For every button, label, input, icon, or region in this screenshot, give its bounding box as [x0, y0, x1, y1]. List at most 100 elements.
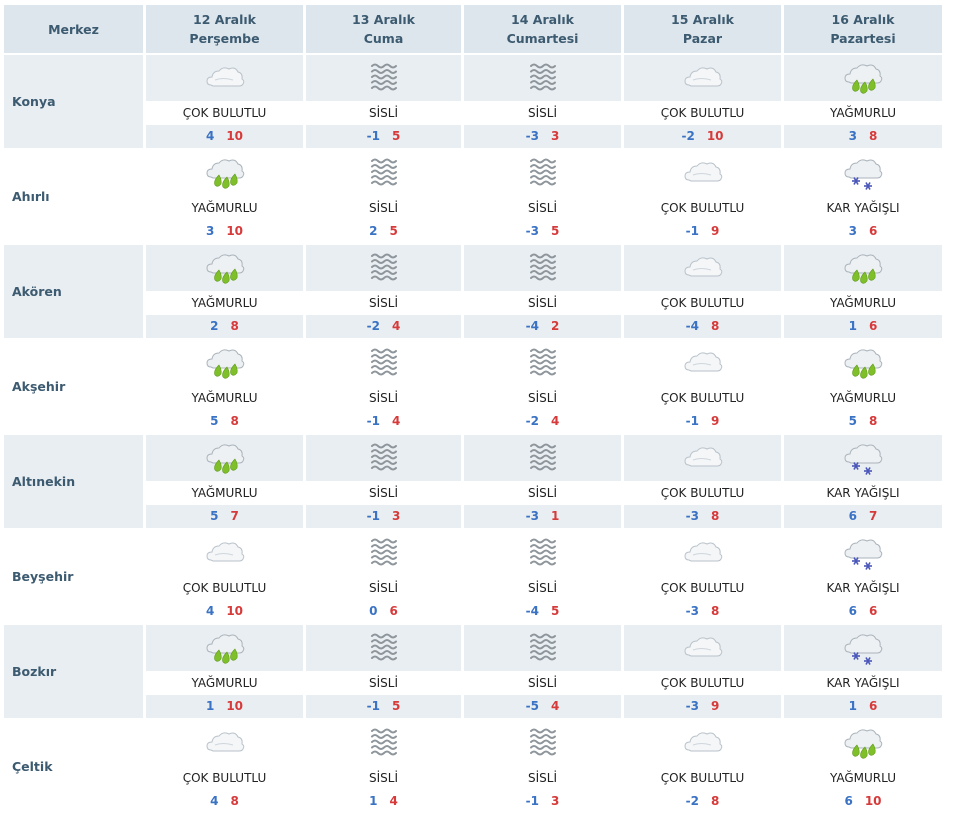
- max-temp: 10: [864, 794, 882, 808]
- min-temp: 4: [205, 604, 215, 618]
- weather-icon-cell: [784, 530, 942, 576]
- condition-label: SİSLİ: [528, 581, 557, 595]
- min-temp: 3: [848, 224, 857, 238]
- min-temp: -3: [525, 224, 539, 238]
- weather-icon-cell: [464, 625, 621, 671]
- weather-icon-cell: [464, 150, 621, 196]
- cloudy-icon: [681, 441, 725, 475]
- weather-icon-cell: [146, 720, 303, 766]
- fog-icon: [523, 629, 563, 667]
- condition-label: YAĞMURLU: [191, 486, 258, 500]
- condition-label: ÇOK BULUTLU: [660, 771, 745, 785]
- min-temp: 2: [369, 224, 378, 238]
- weather-icon-cell: [624, 435, 781, 481]
- min-temp: 4: [210, 794, 219, 808]
- max-temp: 4: [389, 794, 398, 808]
- max-temp: 10: [706, 129, 724, 143]
- condition-label: YAĞMURLU: [191, 676, 258, 690]
- city-name: Beyşehir: [4, 530, 143, 623]
- max-temp: 3: [391, 509, 401, 523]
- weather-icon-cell: [464, 435, 621, 481]
- temperature-range: -1 5: [306, 125, 461, 148]
- temperature-range: -1 3: [464, 790, 621, 813]
- cloudy-icon: [681, 631, 725, 665]
- condition-label: SİSLİ: [369, 676, 398, 690]
- rain-icon: [841, 248, 885, 288]
- weather-icon-cell: [306, 720, 461, 766]
- condition-label: SİSLİ: [369, 391, 398, 405]
- min-temp: 3: [848, 129, 857, 143]
- weather-icon-cell: [784, 55, 942, 101]
- min-temp: -1: [366, 509, 380, 523]
- condition-label: YAĞMURLU: [191, 296, 258, 310]
- fog-icon: [523, 439, 563, 477]
- temperature-range: -1 9: [624, 410, 781, 433]
- weather-icon-cell: [624, 530, 781, 576]
- temperature-range: -3 3: [464, 125, 621, 148]
- city-name: Akören: [4, 245, 143, 338]
- max-temp: 3: [550, 794, 560, 808]
- min-temp: -2: [525, 414, 539, 428]
- min-temp: -3: [525, 509, 539, 523]
- temperature-range: 6 10: [784, 790, 942, 813]
- condition-label: YAĞMURLU: [829, 296, 897, 310]
- max-temp: 9: [710, 414, 720, 428]
- temperature-range: -4 8: [624, 315, 781, 338]
- weather-icon-cell: [464, 720, 621, 766]
- weather-icon-cell: [464, 55, 621, 101]
- max-temp: 6: [389, 604, 398, 618]
- condition-label: ÇOK BULUTLU: [660, 676, 745, 690]
- cloudy-icon: [681, 346, 725, 380]
- weather-icon-cell: [146, 340, 303, 386]
- min-temp: -3: [685, 509, 699, 523]
- fog-icon: [364, 629, 404, 667]
- weather-icon-cell: [784, 245, 942, 291]
- temperature-range: -2 8: [624, 790, 781, 813]
- cloudy-icon: [681, 156, 725, 190]
- min-temp: -3: [685, 604, 699, 618]
- min-temp: -5: [525, 699, 539, 713]
- weather-icon-cell: [464, 245, 621, 291]
- min-temp: 3: [205, 224, 215, 238]
- day-weekday: Cumartesi: [506, 31, 579, 46]
- weather-icon-cell: [306, 245, 461, 291]
- max-temp: 4: [391, 319, 401, 333]
- region-header: Merkez: [4, 5, 143, 53]
- day-date: 16 Aralık: [831, 12, 895, 27]
- cloudy-icon: [681, 726, 725, 760]
- max-temp: 8: [710, 604, 720, 618]
- max-temp: 7: [869, 509, 878, 523]
- max-temp: 8: [230, 319, 239, 333]
- min-temp: -2: [366, 319, 380, 333]
- max-temp: 8: [710, 794, 720, 808]
- weather-icon-cell: [624, 55, 781, 101]
- condition-label: SİSLİ: [528, 201, 557, 215]
- min-temp: -2: [685, 794, 699, 808]
- max-temp: 6: [869, 224, 878, 238]
- temperature-range: -4 5: [464, 600, 621, 623]
- min-temp: 0: [369, 604, 378, 618]
- min-temp: -1: [525, 794, 539, 808]
- weather-icon-cell: [306, 55, 461, 101]
- rain-icon: [841, 723, 885, 763]
- rain-icon: [203, 248, 247, 288]
- max-temp: 10: [226, 224, 244, 238]
- temperature-range: 1 10: [146, 695, 303, 718]
- min-temp: 6: [848, 509, 857, 523]
- temperature-range: -2 4: [306, 315, 461, 338]
- weather-icon-cell: [306, 150, 461, 196]
- condition-label: SİSLİ: [528, 296, 557, 310]
- fog-icon: [364, 439, 404, 477]
- temperature-range: -4 2: [464, 315, 621, 338]
- condition-label: SİSLİ: [528, 106, 557, 120]
- city-name: Altınekin: [4, 435, 143, 528]
- fog-icon: [364, 249, 404, 287]
